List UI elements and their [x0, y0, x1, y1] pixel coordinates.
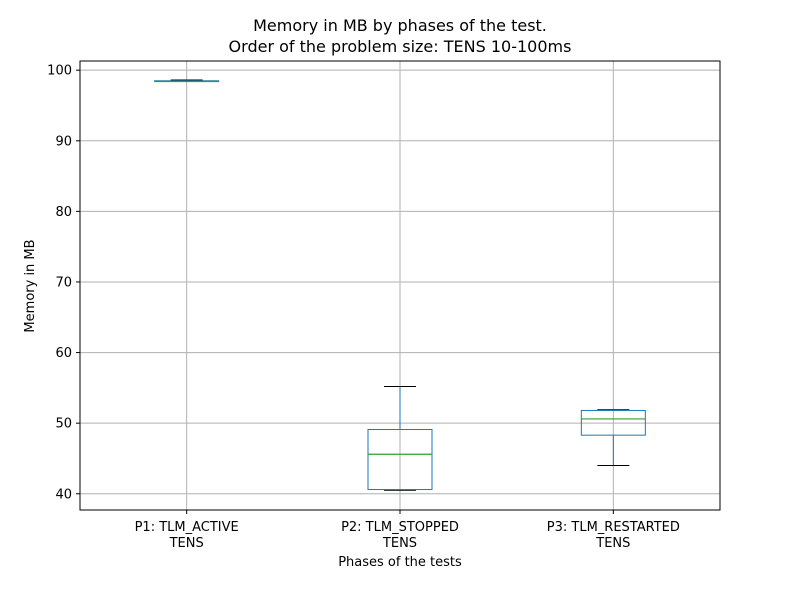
- x-axis-label: Phases of the tests: [338, 555, 462, 570]
- y-tick-label-70: 70: [55, 275, 72, 290]
- x-tick-label-2-line-2: TENS: [382, 536, 417, 551]
- chart-title-line-1: Memory in MB by phases of the test.: [253, 16, 547, 35]
- p3-box: [580, 409, 646, 436]
- y-tick-label-80: 80: [55, 205, 72, 220]
- x-tick-label-1-line-1: P1: TLM_ACTIVE: [135, 520, 239, 535]
- x-tick-label-1-line-2: TENS: [169, 536, 204, 551]
- axes: [76, 60, 721, 514]
- x-tick-label-2-line-1: P2: TLM_STOPPED: [341, 520, 459, 535]
- x-tick-label-3-line-2: TENS: [595, 536, 630, 551]
- y-axis-label: Memory in MB: [23, 239, 38, 332]
- box-series: [154, 79, 646, 491]
- y-tick-label-40: 40: [55, 487, 72, 502]
- y-tick-label-50: 50: [55, 417, 72, 432]
- y-tick-label-90: 90: [55, 134, 72, 149]
- y-tick-label-100: 100: [47, 64, 72, 79]
- x-tick-label-3-line-1: P3: TLM_RESTARTED: [547, 520, 680, 535]
- chart-title-line-2: Order of the problem size: TENS 10-100ms: [229, 37, 572, 56]
- p2-box: [367, 429, 433, 491]
- y-tick-label-60: 60: [55, 346, 72, 361]
